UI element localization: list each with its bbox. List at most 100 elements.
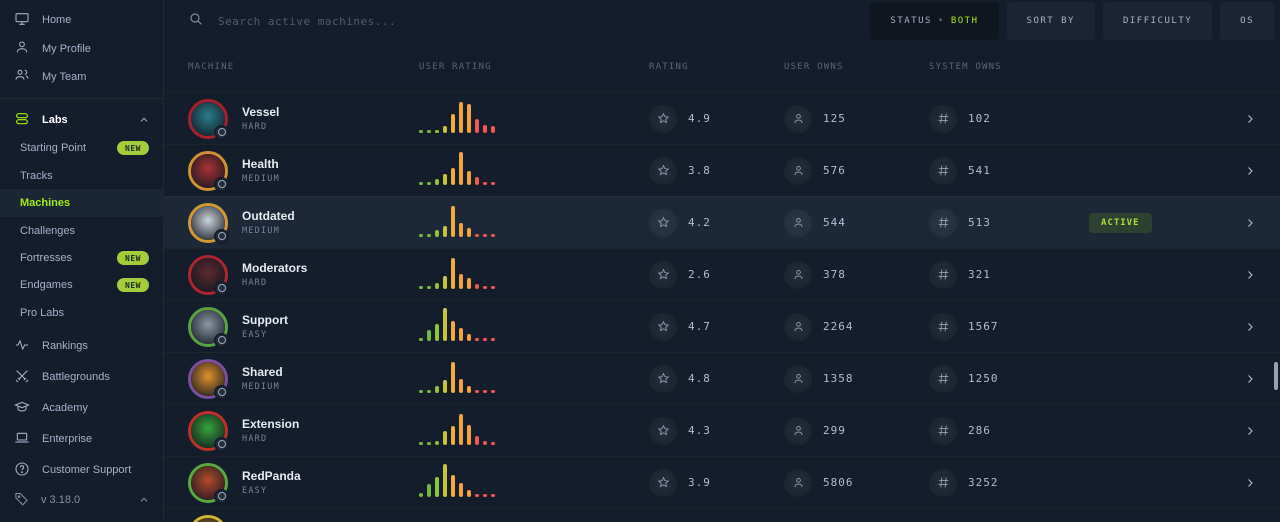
sidebar-item-machines[interactable]: Machines [0,189,163,217]
machine-difficulty: HARD [242,122,268,132]
team-icon [14,67,30,86]
system-owns-value: 286 [968,424,991,437]
user-icon [14,39,30,58]
vertical-scrollbar[interactable] [1274,362,1278,390]
sidebar-item-label: Enterprise [42,433,93,446]
sidebar-item-label: Battlegrounds [42,371,110,384]
user-owns-value: 378 [823,268,846,281]
system-owns-icon [929,416,957,445]
star-icon [649,364,677,393]
os-filter-label: OS [1240,16,1254,26]
sidebar-item-my-team[interactable]: My Team [0,63,163,91]
user-owns-value: 1358 [823,372,854,385]
sidebar-item-labs[interactable]: Labs [0,106,163,134]
user-owns-value: 544 [823,216,846,229]
version-label: v 3.18.0 [41,493,81,506]
column-header-system-owns: SYSTEM OWNS [929,62,1002,72]
machine-row[interactable]: Outdated MEDIUM 4.2 544 513 ACTIVE [164,196,1280,248]
sidebar-item-label: Machines [20,197,71,210]
search-input[interactable] [218,14,518,28]
machine-os-badge-icon [214,384,229,400]
rating-value: 4.9 [688,112,711,125]
machine-os-badge-icon [214,332,229,348]
row-chevron-icon[interactable] [1220,269,1280,281]
machine-name: Vessel [242,105,280,119]
row-chevron-icon[interactable] [1220,113,1280,125]
system-owns-value: 1567 [968,320,999,333]
rating-value: 4.7 [688,320,711,333]
sidebar-item-label: My Team [42,70,87,83]
machine-difficulty: EASY [242,330,268,340]
machine-avatar [188,358,229,400]
machine-name: Outdated [242,209,295,223]
sidebar-item-label: Rankings [42,340,88,353]
machine-name: Support [242,313,288,327]
system-owns-icon [929,104,957,133]
sort-by-button[interactable]: SORT BY [1006,2,1095,40]
sidebar-item-fortresses[interactable]: Fortresses NEW [0,244,163,271]
system-owns-icon [929,208,957,237]
system-owns-value: 513 [968,216,991,229]
machine-row[interactable]: Vessel HARD 4.9 125 102 [164,92,1280,144]
sidebar-item-tracks[interactable]: Tracks [0,162,163,189]
difficulty-filter-label: DIFFICULTY [1122,16,1193,26]
laptop-icon [14,430,30,449]
machine-row[interactable]: RedPanda EASY 3.9 5806 3252 [164,456,1280,508]
machine-row-partial[interactable] [164,508,1280,522]
machine-row[interactable]: Support EASY 4.7 2264 1567 [164,300,1280,352]
difficulty-filter-button[interactable]: DIFFICULTY [1102,2,1213,40]
sidebar-item-customer-support[interactable]: Customer Support [0,455,163,486]
machine-row[interactable]: Health MEDIUM 3.8 576 541 [164,144,1280,196]
user-rating-histogram [419,360,649,398]
machine-row[interactable]: Moderators HARD 2.6 378 321 [164,248,1280,300]
row-chevron-icon[interactable] [1220,321,1280,333]
sidebar-item-label: Home [42,14,72,27]
row-chevron-icon[interactable] [1220,373,1280,385]
system-owns-value: 321 [968,268,991,281]
topbar: STATUS • BOTH SORT BY DIFFICULTY OS [164,0,1280,42]
row-chevron-icon[interactable] [1220,217,1280,229]
row-chevron-icon[interactable] [1220,477,1280,489]
column-header-rating: RATING [649,62,689,72]
sidebar-item-academy[interactable]: Academy [0,393,163,424]
status-filter-value: BOTH [950,16,979,26]
swords-icon [14,368,30,387]
sidebar-item-enterprise[interactable]: Enterprise [0,424,163,455]
activity-icon [14,337,30,356]
sidebar-tools-section: Rankings Battlegrounds Academy Enterpris… [0,331,163,486]
user-owns-value: 299 [823,424,846,437]
row-chevron-icon[interactable] [1220,165,1280,177]
machine-row[interactable]: Shared MEDIUM 4.8 1358 1250 [164,352,1280,404]
system-owns-value: 3252 [968,476,999,489]
user-rating-histogram [419,307,649,346]
sidebar-item-challenges[interactable]: Challenges [0,217,163,244]
machine-row[interactable]: Extension HARD 4.3 299 286 [164,404,1280,456]
search-bar [188,11,858,32]
machine-difficulty: EASY [242,486,268,496]
status-filter-button[interactable]: STATUS • BOTH [870,2,999,40]
new-badge: NEW [117,278,149,293]
sidebar-version[interactable]: v 3.18.0 [0,486,163,514]
sidebar-item-starting-point[interactable]: Starting Point NEW [0,135,163,162]
os-filter-button[interactable]: OS [1220,2,1274,40]
system-owns-icon [929,364,957,393]
chevron-up-icon [139,115,149,125]
sidebar-item-rankings[interactable]: Rankings [0,331,163,362]
sidebar-item-endgames[interactable]: Endgames NEW [0,272,163,299]
rating-value: 3.9 [688,476,711,489]
star-icon [649,468,677,497]
table-header: MACHINE USER RATING RATING USER OWNS SYS… [164,42,1280,92]
user-owns-icon [784,416,812,445]
new-badge: NEW [117,141,149,156]
machine-avatar [188,98,229,140]
sidebar-item-battlegrounds[interactable]: Battlegrounds [0,362,163,393]
sidebar-item-home[interactable]: Home [0,6,163,34]
sidebar-item-my-profile[interactable]: My Profile [0,34,163,62]
active-badge: ACTIVE [1089,213,1152,233]
sidebar-item-pro-labs[interactable]: Pro Labs [0,299,163,326]
row-chevron-icon[interactable] [1220,425,1280,437]
machine-difficulty: MEDIUM [242,174,280,184]
status-filter-label: STATUS [890,16,932,26]
machine-difficulty: MEDIUM [242,382,280,392]
